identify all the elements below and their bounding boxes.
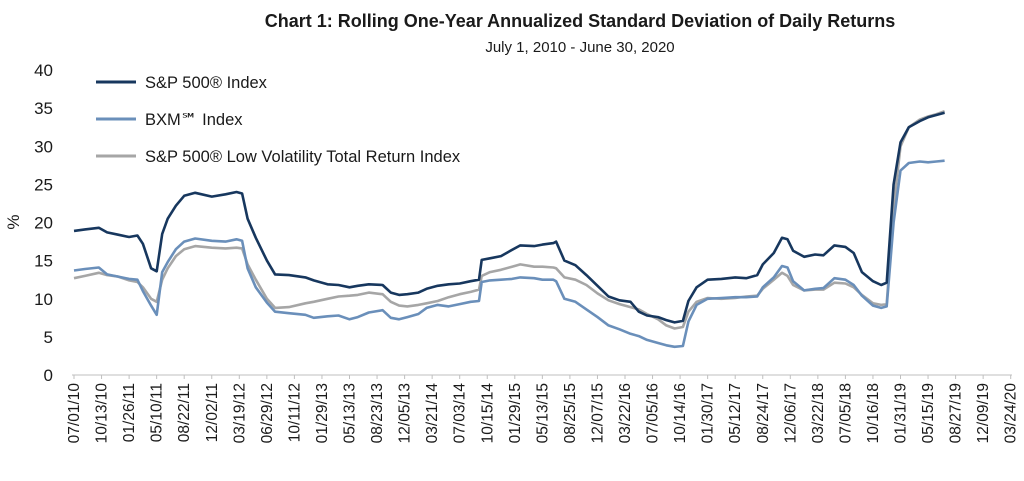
x-axis: 07/01/10 10/13/10 01/26/11 05/10/11 08/22/11… [66, 374, 1020, 444]
y-tick-label: 10 [34, 290, 53, 309]
x-tick-label: 03/22/16 [617, 383, 634, 443]
y-tick-label: 40 [34, 61, 53, 80]
y-axis-ticks: 0 5 10 15 20 25 30 35 40 [34, 61, 53, 385]
series-line [73, 159, 945, 349]
y-tick-label: 0 [44, 366, 53, 385]
x-tick-label: 01/26/11 [121, 383, 138, 442]
y-tick-label: 25 [34, 175, 53, 194]
x-tick-label: 05/10/11 [149, 383, 166, 442]
x-tick-label: 03/24/20 [1003, 383, 1020, 444]
x-tick-label: 12/09/19 [975, 383, 992, 443]
x-tick-label: 05/13/15 [534, 383, 551, 443]
x-tick-label: 05/15/19 [920, 383, 937, 443]
x-tick-label: 12/02/11 [204, 383, 221, 442]
x-tick-label: 07/05/16 [645, 383, 662, 443]
x-tick-label: 08/23/13 [369, 383, 386, 443]
x-tick-label: 03/19/12 [231, 383, 248, 443]
x-tick-label: 05/12/17 [727, 383, 744, 443]
x-tick-label: 12/07/15 [589, 383, 606, 443]
x-tick-label: 05/13/13 [342, 383, 359, 443]
y-tick-label: 30 [34, 137, 53, 156]
x-tick-label: 08/24/17 [755, 383, 772, 443]
x-tick-label: 10/13/10 [94, 383, 111, 444]
x-tick-label: 12/06/17 [782, 383, 799, 443]
x-tick-label: 08/25/15 [562, 383, 579, 443]
x-tick-label: 06/29/12 [259, 383, 276, 443]
x-tick-label: 03/22/18 [810, 383, 827, 443]
x-tick-label: 01/30/17 [700, 383, 717, 443]
legend-label: S&P 500® Low Volatility Total Return Ind… [145, 148, 461, 166]
x-tick-label: 01/29/15 [507, 383, 524, 443]
y-axis-label: % [4, 214, 23, 229]
chart-title: Chart 1: Rolling One-Year Annualized Sta… [265, 11, 895, 31]
x-tick-label: 10/16/18 [865, 383, 882, 443]
x-tick-label: 07/03/14 [452, 383, 469, 444]
x-tick-label: 10/11/12 [286, 383, 303, 442]
legend-label: S&P 500® Index [145, 74, 268, 92]
series-lines [73, 109, 946, 349]
x-tick-label: 10/15/14 [479, 383, 496, 444]
legend-label: BXM℠ Index [145, 111, 243, 129]
y-tick-label: 20 [34, 214, 53, 233]
y-tick-label: 35 [34, 99, 53, 118]
x-tick-label: 03/21/14 [424, 383, 441, 444]
series-line [73, 111, 945, 324]
series-line [73, 109, 946, 330]
x-tick-label: 01/31/19 [893, 383, 910, 443]
y-tick-label: 15 [34, 252, 53, 271]
x-tick-label: 10/14/16 [672, 383, 689, 443]
x-tick-label: 07/01/10 [66, 383, 83, 444]
chart-subtitle: July 1, 2010 - June 30, 2020 [485, 39, 674, 56]
x-tick-label: 01/29/13 [314, 383, 331, 443]
x-tick-label: 07/05/18 [837, 383, 854, 443]
x-tick-label: 08/22/11 [176, 383, 193, 442]
x-tick-label: 08/27/19 [948, 383, 965, 443]
x-tick-label: 12/05/13 [397, 383, 414, 443]
legend: S&P 500® Index BXM℠ Index S&P 500® Low Vol… [96, 74, 461, 166]
y-tick-label: 5 [44, 328, 53, 347]
